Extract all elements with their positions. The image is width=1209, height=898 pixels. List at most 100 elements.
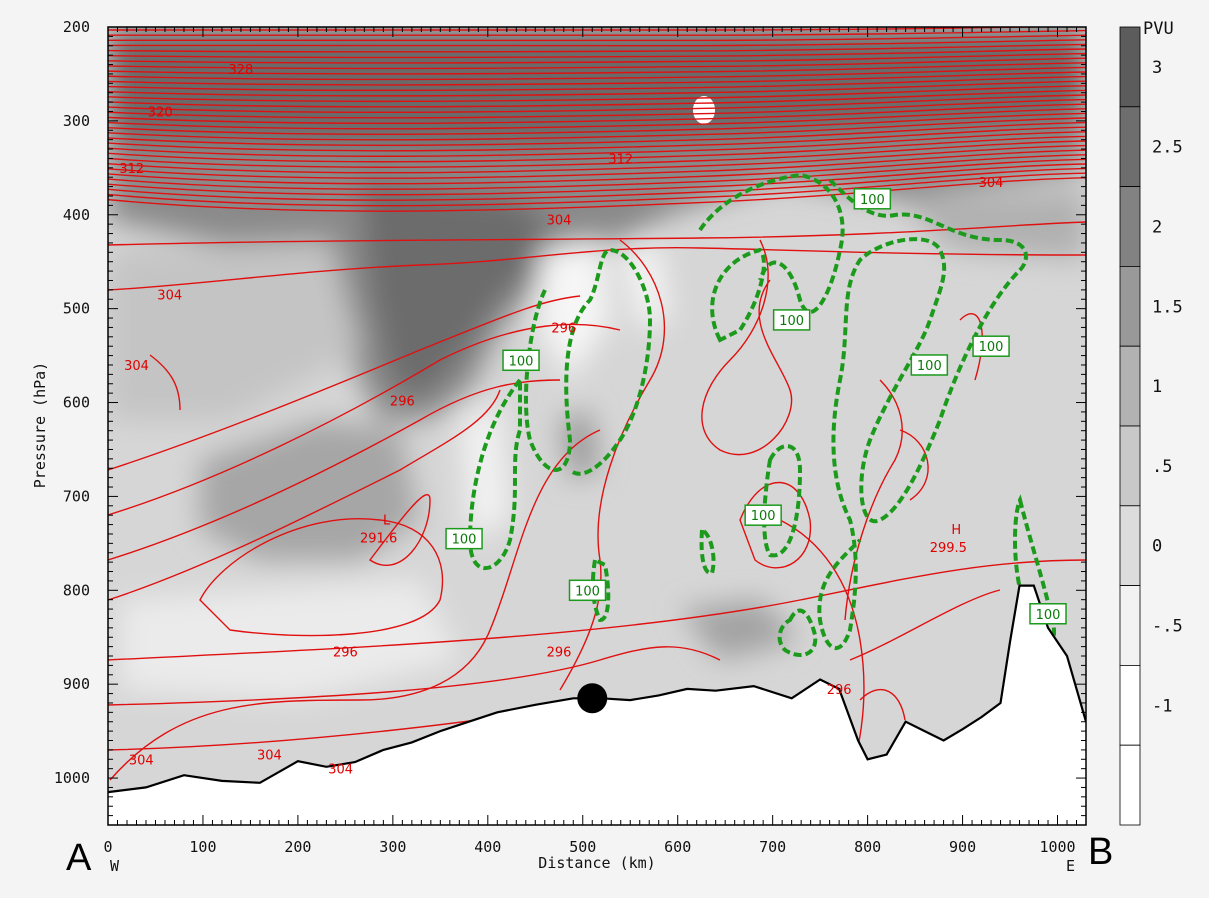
colorbar-title: PVU: [1143, 19, 1174, 39]
colorbar-swatch: [1119, 26, 1141, 108]
theta-isentrope: [108, 103, 1086, 125]
theta-isentrope: [108, 135, 1086, 163]
theta-isentrope: [108, 89, 1086, 108]
section-end-left: A: [66, 837, 92, 879]
theta-isentrope: [108, 80, 1086, 97]
green-label-box: [445, 527, 483, 550]
colorbar-swatch: [1119, 425, 1141, 507]
theta-isentrope: [108, 140, 1086, 168]
theta-label: 296: [390, 395, 415, 410]
colorbar-swatch: [1119, 106, 1141, 188]
x-tick-label: 700: [759, 838, 786, 856]
pv-minimum-spot: [693, 96, 715, 124]
extrema-labels: L 291.6 H 299.5: [360, 514, 967, 556]
theta-label: 312: [608, 152, 633, 167]
theta-isentrope: [108, 108, 1086, 130]
colorbar-swatch: [1119, 505, 1141, 586]
green-label: 100: [979, 340, 1004, 355]
x-end-west: W: [110, 857, 120, 875]
theta-label: 304: [547, 213, 572, 228]
y-tick-label: 300: [63, 112, 90, 130]
colorbar-level-label: 0: [1152, 537, 1162, 557]
theta-isentrope: [108, 94, 1086, 114]
green-label-box: [1029, 603, 1067, 625]
theta-label: 328: [229, 63, 254, 78]
colorbar-swatch: [1119, 186, 1141, 267]
x-tick-label: 0: [103, 838, 112, 856]
theta-isentrope: [108, 177, 1086, 212]
colorbar-level-label: 1: [1152, 377, 1162, 397]
x-tick-label: 1000: [1039, 838, 1075, 856]
theta-isentrope: [108, 62, 1086, 75]
axis-ticks: [107, 26, 1087, 826]
theta-isentrope: [108, 121, 1086, 146]
terrain: [108, 584, 1086, 825]
x-tick-label: 600: [664, 838, 691, 856]
colorbar-level-label: -.5: [1152, 617, 1183, 637]
theta-label: 296: [551, 321, 576, 336]
y-tick-label: 900: [63, 675, 90, 693]
theta-isentrope: [108, 48, 1086, 59]
green-contour-labels: 100 100 100 100 100 100 100 100 100: [445, 188, 1067, 625]
theta-isentrope: [108, 167, 1086, 201]
theta-label: 304: [157, 289, 182, 304]
theta-isentrope: [108, 131, 1086, 157]
y-tick-label: 400: [63, 206, 90, 224]
x-tick-label: 800: [854, 838, 881, 856]
theta-isentrope: [108, 158, 1086, 190]
green-label: 100: [779, 314, 804, 329]
plot-frame: [107, 26, 1087, 826]
theta-isentrope: [108, 126, 1086, 152]
colorbar-swatch: [1119, 585, 1141, 666]
theta-isentrope: [108, 144, 1086, 174]
green-label-box: [744, 504, 782, 526]
green-label: 100: [575, 584, 600, 599]
green-label: 100: [452, 533, 477, 548]
green-label-box: [910, 354, 949, 376]
y-tick-label: 1000: [54, 769, 90, 787]
theta-contours-lower: [108, 221, 1086, 801]
green-label-box: [972, 335, 1010, 357]
colorbar-level-label: 1.5: [1152, 297, 1183, 317]
pv-shading: [108, 27, 1086, 825]
x-tick-labels: 0 100 200 300 400 500 600 700 800 900 1000: [103, 838, 1075, 856]
green-label: 100: [917, 359, 942, 374]
theta-label: 304: [328, 763, 353, 778]
theta-label: 304: [257, 749, 282, 764]
green-label-box: [853, 188, 892, 210]
theta-label: 296: [333, 645, 358, 660]
extremum-value: 299.5: [930, 541, 967, 556]
x-tick-label: 500: [569, 838, 596, 856]
y-tick-labels: 200 300 400 500 600 700 800 900 1000: [54, 18, 90, 787]
extremum-symbol: L: [383, 514, 391, 529]
extremum-symbol: H: [951, 523, 961, 538]
green-label: 100: [860, 193, 885, 208]
theta-isentrope: [108, 34, 1086, 42]
y-tick-label: 200: [63, 18, 90, 36]
theta-contour-labels: 328 320 312 312 304 304 304 304 296 296 296 296 296 3…: [119, 63, 1003, 777]
theta-isentrope: [108, 149, 1086, 179]
y-tick-label: 700: [63, 487, 90, 505]
green-label-box: [568, 579, 607, 602]
theta-isentrope: [108, 52, 1086, 64]
y-tick-label: 500: [63, 300, 90, 318]
x-end-east: E: [1066, 857, 1075, 875]
location-marker: [577, 683, 608, 714]
colorbar: 32.521.51.50-.5-1: [1119, 26, 1183, 826]
colorbar-level-label: -1: [1152, 696, 1172, 716]
theta-isentrope: [108, 57, 1086, 70]
colorbar-swatch: [1119, 345, 1141, 427]
theta-label: 296: [547, 645, 572, 660]
green-label: 100: [1036, 608, 1061, 623]
y-axis-title: Pressure (hPa): [31, 362, 49, 488]
green-label-box: [772, 309, 811, 331]
green-label: 100: [509, 354, 534, 369]
theta-isentrope: [108, 117, 1086, 141]
colorbar-level-label: 2.5: [1152, 138, 1183, 158]
theta-isentrope: [108, 154, 1086, 185]
theta-label: 304: [124, 359, 149, 374]
theta-isentrope: [108, 98, 1086, 119]
colorbar-level-label: 3: [1152, 58, 1162, 78]
colorbar-swatch: [1119, 265, 1141, 347]
